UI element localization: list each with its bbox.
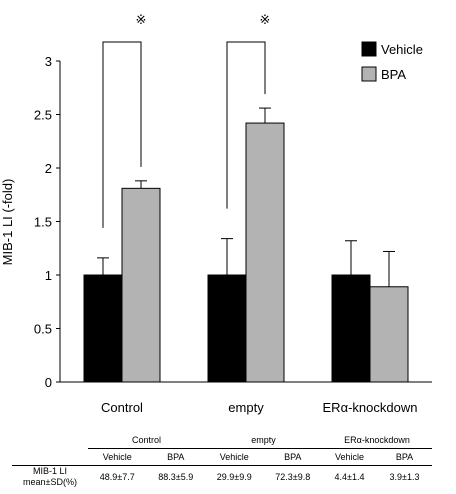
legend-entry: BPA <box>381 67 406 82</box>
y-tick-label: 3 <box>45 54 52 69</box>
table-cell: 88.3±5.9 <box>158 472 194 482</box>
x-category-label: Control <box>101 400 143 415</box>
summary-table: Control empty ERα-knockdown Vehicle BPA … <box>12 432 432 488</box>
table-subheader: BPA <box>376 448 432 466</box>
y-tick-label: 1.5 <box>34 215 52 230</box>
legend-entry: Vehicle <box>381 42 423 57</box>
table-subheader: BPA <box>263 448 322 466</box>
y-tick-label: 0 <box>45 375 52 390</box>
table-subheader: BPA <box>146 448 205 466</box>
table-row-label-line2: mean±SD(%) <box>23 477 77 487</box>
table-subheader: Vehicle <box>88 448 147 466</box>
bar <box>207 274 247 383</box>
table-cell: 29.9±9.9 <box>216 472 252 482</box>
y-tick-label: 2 <box>45 161 52 176</box>
legend-swatch <box>361 66 377 82</box>
bar-chart: 00.511.522.53 ※ ※ Control empty ERα-knockdo… <box>0 12 432 415</box>
table-subheader: Vehicle <box>322 448 377 466</box>
table-row: MIB-1 LI mean±SD(%) 48.9±7.7 88.3±5.9 29… <box>12 466 432 489</box>
table-cell: 72.3±9.8 <box>275 472 311 482</box>
table-row-label-line1: MIB-1 LI <box>32 466 67 476</box>
significance-mark: ※ <box>260 12 271 27</box>
bar <box>83 274 123 383</box>
table-subheader-row: Vehicle BPA Vehicle BPA Vehicle BPA <box>12 448 432 466</box>
chart-error-bars <box>97 107 395 287</box>
table-group-knockdown: ERα-knockdown <box>322 432 432 449</box>
significance-bracket <box>102 41 142 228</box>
significance-bracket <box>226 41 266 209</box>
table-cell: 3.9±1.3 <box>389 472 420 482</box>
x-category-label: ERα-knockdown <box>323 400 418 415</box>
chart-bars <box>83 122 409 383</box>
table-cell: 48.9±7.7 <box>99 472 135 482</box>
y-tick-label: 1 <box>45 268 52 283</box>
chart-category-labels: Control empty ERα-knockdown <box>101 400 417 415</box>
bar <box>331 274 371 383</box>
significance-mark: ※ <box>136 12 147 27</box>
table-subheader: Vehicle <box>205 448 264 466</box>
bar <box>369 286 409 383</box>
table-group-row: Control empty ERα-knockdown <box>12 432 432 449</box>
y-tick-label: 2.5 <box>34 108 52 123</box>
y-tick-label: 0.5 <box>34 322 52 337</box>
table-group-control: Control <box>88 432 205 449</box>
legend-swatch <box>361 41 377 57</box>
x-category-label: empty <box>228 400 264 415</box>
table-cell: 4.4±1.4 <box>334 472 365 482</box>
table-row-label: MIB-1 LI mean±SD(%) <box>12 466 88 489</box>
y-axis-label: MIB-1 LI (-fold) <box>0 179 15 266</box>
chart-significance: ※ ※ <box>102 12 271 228</box>
bar <box>245 122 285 383</box>
chart-legend: Vehicle BPA <box>361 41 423 82</box>
table-group-empty: empty <box>205 432 322 449</box>
bar <box>121 187 161 383</box>
